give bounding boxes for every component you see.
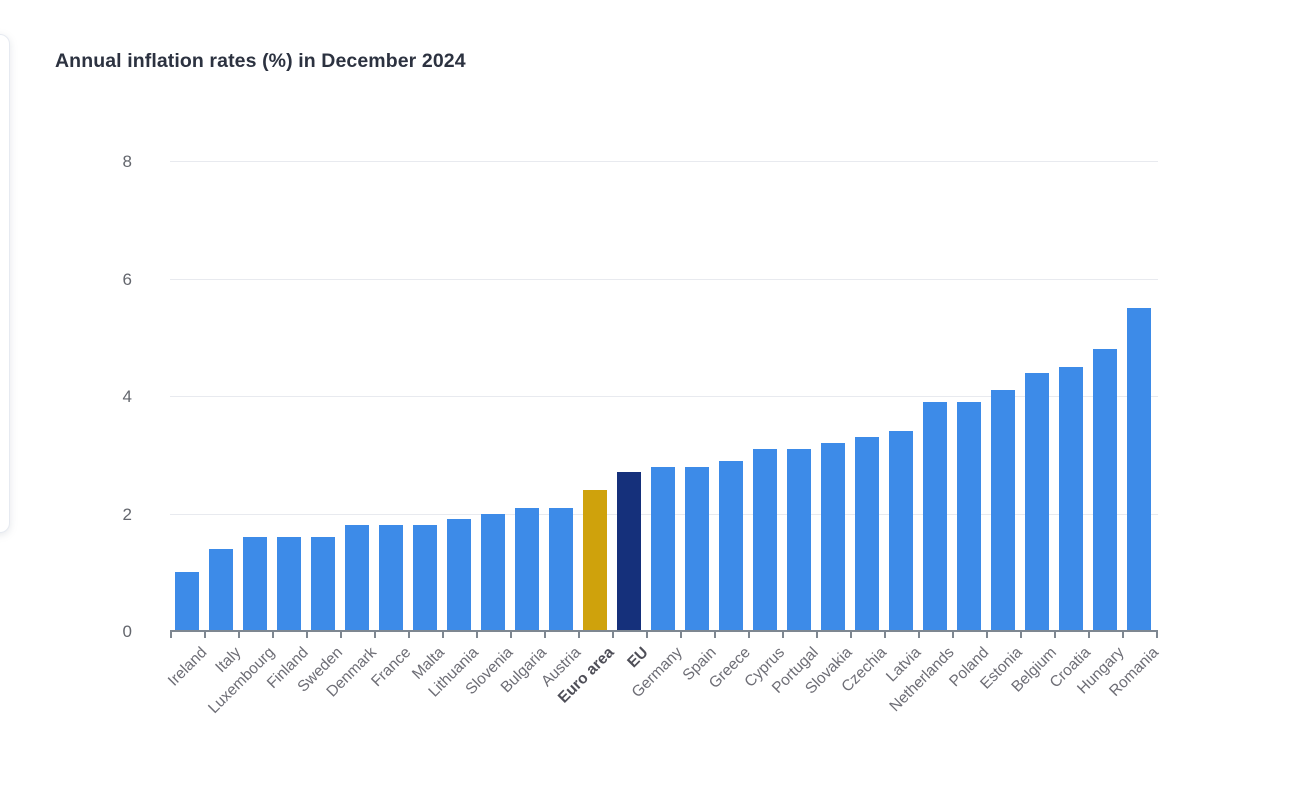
x-axis-line (170, 630, 1158, 632)
bar-hungary[interactable] (1093, 349, 1117, 631)
x-tick (714, 632, 716, 638)
x-tick (918, 632, 920, 638)
gridline-6 (170, 278, 1158, 280)
x-tick (1122, 632, 1124, 638)
bar-ireland[interactable] (175, 572, 199, 631)
x-tick (340, 632, 342, 638)
x-tick (816, 632, 818, 638)
x-tick (476, 632, 478, 638)
x-tick (170, 632, 172, 638)
x-tick (442, 632, 444, 638)
x-tick (1088, 632, 1090, 638)
bar-cyprus[interactable] (753, 448, 777, 631)
chart-title: Annual inflation rates (%) in December 2… (55, 50, 466, 72)
bar-estonia[interactable] (991, 390, 1015, 631)
x-tick (646, 632, 648, 638)
bar-slovakia[interactable] (821, 443, 845, 631)
x-tick (272, 632, 274, 638)
bar-italy[interactable] (209, 548, 233, 631)
y-axis-label-4: 4 (122, 387, 132, 406)
y-axis-label-6: 6 (122, 269, 132, 289)
bar-denmark[interactable] (345, 525, 369, 631)
bar-belgium[interactable] (1025, 372, 1049, 631)
bar-france[interactable] (379, 525, 403, 631)
x-tick (578, 632, 580, 638)
x-axis-label-ireland: Ireland (164, 644, 211, 690)
x-tick (782, 632, 784, 638)
bar-czechia[interactable] (855, 437, 879, 631)
bar-spain[interactable] (685, 466, 709, 631)
bar-greece[interactable] (719, 460, 743, 631)
bar-latvia[interactable] (889, 431, 913, 631)
gridline-4 (170, 396, 1158, 397)
bar-slovenia[interactable] (481, 513, 505, 631)
x-tick (374, 632, 376, 638)
bar-poland[interactable] (957, 401, 981, 631)
x-tick (408, 632, 410, 638)
x-tick (884, 632, 886, 638)
bar-malta[interactable] (413, 525, 437, 631)
x-tick (1156, 632, 1158, 638)
bar-finland[interactable] (277, 537, 301, 631)
x-tick (680, 632, 682, 638)
bar-bulgaria[interactable] (515, 507, 539, 631)
x-tick (986, 632, 988, 638)
x-tick (510, 632, 512, 638)
bar-lithuania[interactable] (447, 519, 471, 631)
x-tick (850, 632, 852, 638)
x-tick (238, 632, 240, 638)
y-axis-label-2: 2 (122, 504, 132, 524)
bar-portugal[interactable] (787, 448, 811, 631)
x-tick (306, 632, 308, 638)
bar-germany[interactable] (651, 466, 675, 631)
x-tick (204, 632, 206, 638)
bar-romania[interactable] (1127, 307, 1151, 631)
gridline-8 (170, 161, 1158, 162)
x-tick (544, 632, 546, 638)
bar-eu[interactable] (617, 472, 641, 631)
x-tick (612, 632, 614, 638)
x-tick (1020, 632, 1022, 638)
bar-luxembourg[interactable] (243, 537, 267, 631)
bar-netherlands[interactable] (923, 401, 947, 631)
y-axis-label-8: 8 (122, 152, 132, 171)
bar-sweden[interactable] (311, 537, 335, 631)
bar-croatia[interactable] (1059, 366, 1083, 631)
x-tick (952, 632, 954, 638)
bar-austria[interactable] (549, 507, 573, 631)
bar-euro-area[interactable] (583, 490, 607, 631)
x-tick (1054, 632, 1056, 638)
y-axis-label-0: 0 (122, 622, 132, 641)
x-tick (748, 632, 750, 638)
